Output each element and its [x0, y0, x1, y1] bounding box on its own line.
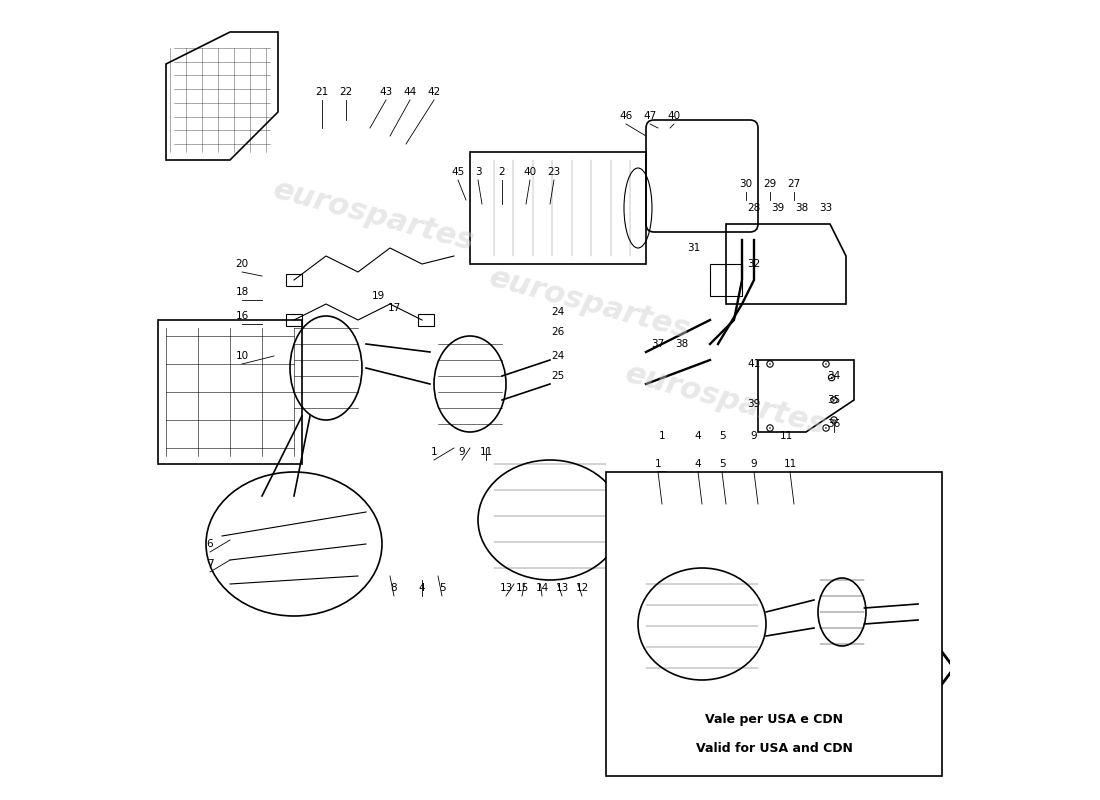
Text: 9: 9 — [750, 431, 757, 441]
Text: 35: 35 — [827, 395, 840, 405]
Text: 34: 34 — [827, 371, 840, 381]
Text: eurospartes: eurospartes — [271, 175, 477, 257]
Text: 18: 18 — [235, 287, 249, 297]
Text: 45: 45 — [451, 167, 464, 177]
Text: 36: 36 — [827, 419, 840, 429]
Text: 17: 17 — [387, 303, 400, 313]
Circle shape — [769, 427, 771, 429]
Text: 9: 9 — [459, 447, 465, 457]
Text: 28: 28 — [747, 203, 760, 213]
Text: 40: 40 — [668, 111, 681, 121]
Text: 41: 41 — [747, 359, 760, 369]
Bar — [470, 152, 646, 264]
Text: 11: 11 — [783, 459, 796, 469]
Text: 47: 47 — [644, 111, 657, 121]
Text: 13: 13 — [499, 583, 513, 593]
Text: 10: 10 — [235, 351, 249, 361]
Text: 15: 15 — [516, 583, 529, 593]
Text: 1: 1 — [654, 459, 661, 469]
Text: 4: 4 — [419, 583, 426, 593]
Bar — [606, 472, 942, 776]
Circle shape — [825, 427, 827, 429]
Text: 13: 13 — [556, 583, 569, 593]
Text: 27: 27 — [788, 179, 801, 189]
Bar — [158, 320, 302, 464]
Text: 12: 12 — [575, 583, 589, 593]
Text: 33: 33 — [820, 203, 833, 213]
Circle shape — [830, 377, 833, 378]
Text: 38: 38 — [795, 203, 808, 213]
Text: 11: 11 — [780, 431, 793, 441]
Text: 5: 5 — [439, 583, 446, 593]
Text: 22: 22 — [340, 87, 353, 97]
Text: 32: 32 — [747, 259, 760, 269]
Text: eurospartes: eurospartes — [486, 263, 694, 345]
Text: 24: 24 — [551, 307, 564, 317]
Text: 40: 40 — [524, 167, 537, 177]
Circle shape — [769, 363, 771, 365]
Text: 16: 16 — [235, 311, 249, 321]
Text: 9: 9 — [750, 459, 757, 469]
Text: 23: 23 — [548, 167, 561, 177]
Bar — [286, 274, 302, 286]
Text: 8: 8 — [390, 583, 397, 593]
Text: 5: 5 — [718, 431, 725, 441]
Text: 6: 6 — [207, 539, 213, 549]
Circle shape — [833, 399, 835, 401]
Text: 26: 26 — [551, 327, 564, 337]
Text: 31: 31 — [688, 243, 701, 253]
Text: eurospartes: eurospartes — [623, 359, 829, 441]
Text: 4: 4 — [695, 459, 702, 469]
Text: 4: 4 — [695, 431, 702, 441]
Text: 44: 44 — [404, 87, 417, 97]
Text: 46: 46 — [619, 111, 632, 121]
Circle shape — [825, 363, 827, 365]
Text: 42: 42 — [428, 87, 441, 97]
Circle shape — [833, 419, 835, 421]
Text: 1: 1 — [431, 447, 438, 457]
Text: 11: 11 — [480, 447, 493, 457]
Bar — [418, 314, 434, 326]
Text: 14: 14 — [536, 583, 549, 593]
Text: 1: 1 — [659, 431, 666, 441]
Text: 20: 20 — [235, 259, 249, 269]
Text: 25: 25 — [551, 371, 564, 381]
Bar — [286, 314, 302, 326]
Text: 38: 38 — [675, 339, 689, 349]
Text: 37: 37 — [651, 339, 664, 349]
Text: 24: 24 — [551, 351, 564, 361]
Text: 3: 3 — [475, 167, 482, 177]
Text: 39: 39 — [747, 399, 760, 409]
Bar — [710, 264, 742, 296]
Text: 19: 19 — [372, 291, 385, 301]
Text: 29: 29 — [763, 179, 777, 189]
Text: 7: 7 — [207, 559, 213, 569]
Text: 39: 39 — [771, 203, 784, 213]
Text: 21: 21 — [316, 87, 329, 97]
Text: 5: 5 — [718, 459, 725, 469]
Text: 43: 43 — [379, 87, 393, 97]
Text: 30: 30 — [739, 179, 752, 189]
Text: 2: 2 — [498, 167, 505, 177]
Text: Vale per USA e CDN: Vale per USA e CDN — [705, 714, 843, 726]
Text: Valid for USA and CDN: Valid for USA and CDN — [695, 742, 852, 754]
